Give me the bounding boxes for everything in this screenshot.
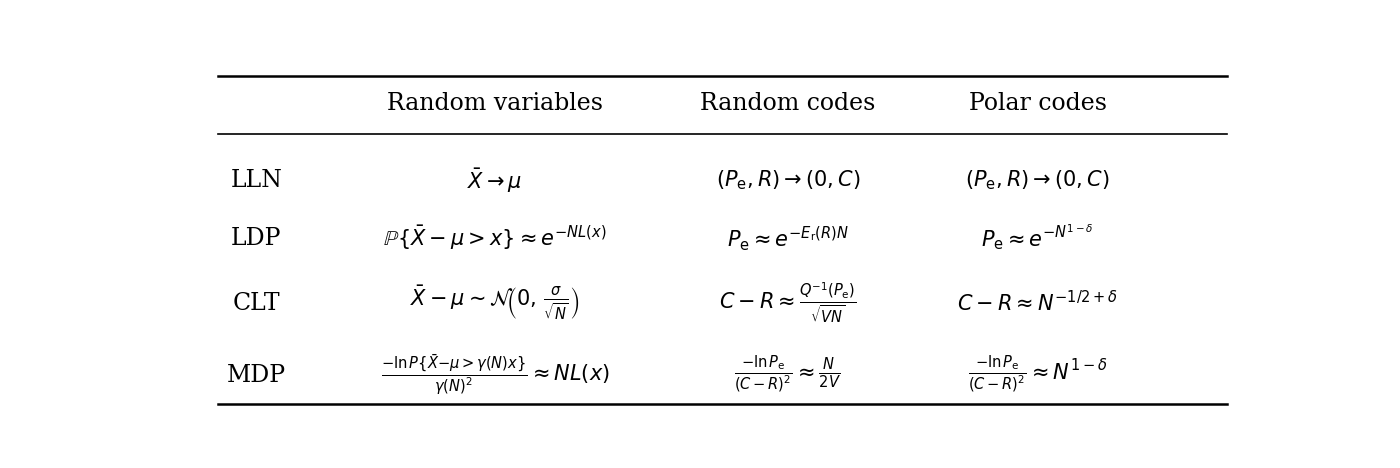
Text: $C - R \approx N^{-1/2+\delta}$: $C - R \approx N^{-1/2+\delta}$ [958,291,1119,315]
Text: $\mathbb{P}\{\bar{X} - \mu > x\} \approx e^{-NL(x)}$: $\mathbb{P}\{\bar{X} - \mu > x\} \approx… [384,224,606,252]
Text: MDP: MDP [227,364,286,387]
Text: $(P_{\mathrm{e}}, R) \rightarrow (0, C)$: $(P_{\mathrm{e}}, R) \rightarrow (0, C)$ [715,168,860,192]
Text: LLN: LLN [231,169,283,192]
Text: Polar codes: Polar codes [969,92,1106,115]
Text: $\frac{-\ln P\{\bar{X}{-}\mu{>}\gamma(N)x\}}{\gamma(N)^2} \approx NL(x)$: $\frac{-\ln P\{\bar{X}{-}\mu{>}\gamma(N)… [381,353,609,397]
Text: $\frac{-\ln P_{\mathrm{e}}}{(C-R)^2} \approx N^{1-\delta}$: $\frac{-\ln P_{\mathrm{e}}}{(C-R)^2} \ap… [967,354,1107,396]
Text: $C - R \approx \frac{Q^{-1}(P_{\mathrm{e}})}{\sqrt{VN}}$: $C - R \approx \frac{Q^{-1}(P_{\mathrm{e… [720,281,857,325]
Text: $\bar{X} - \mu \sim \mathcal{N}\!\left(0,\, \frac{\sigma}{\sqrt{N}}\right)$: $\bar{X} - \mu \sim \mathcal{N}\!\left(0… [410,284,580,322]
Text: Random variables: Random variables [386,92,603,115]
Text: $P_{\mathrm{e}} \approx e^{-N^{1-\delta}}$: $P_{\mathrm{e}} \approx e^{-N^{1-\delta}… [981,223,1093,253]
Text: CLT: CLT [232,292,280,314]
Text: $\bar{X} \rightarrow \mu$: $\bar{X} \rightarrow \mu$ [468,166,522,195]
Text: $(P_{\mathrm{e}}, R) \rightarrow (0, C)$: $(P_{\mathrm{e}}, R) \rightarrow (0, C)$ [966,168,1110,192]
Text: $P_{\mathrm{e}} \approx e^{-E_{\mathrm{r}}(R)N}$: $P_{\mathrm{e}} \approx e^{-E_{\mathrm{r… [727,224,848,253]
Text: $\frac{-\ln P_{\mathrm{e}}}{(C-R)^2} \approx \frac{N}{2V}$: $\frac{-\ln P_{\mathrm{e}}}{(C-R)^2} \ap… [735,354,841,396]
Text: LDP: LDP [231,227,281,249]
Text: Random codes: Random codes [700,92,876,115]
